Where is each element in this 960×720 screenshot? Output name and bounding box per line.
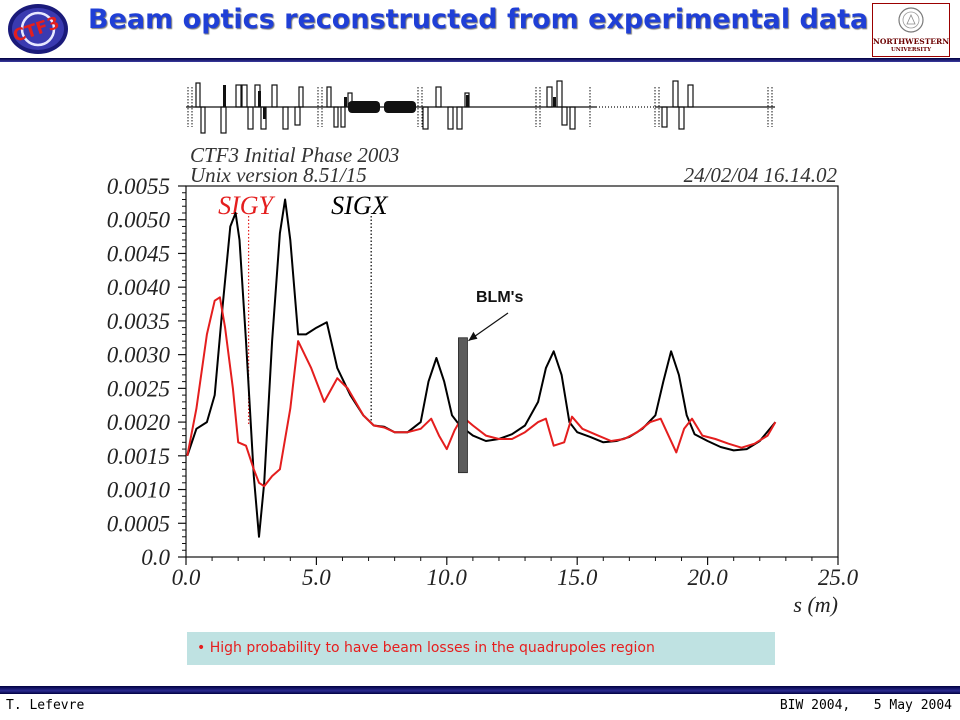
y-tick-label: 0.0005 — [107, 511, 170, 536]
accelerating-structure — [348, 101, 380, 113]
marker-label-sigy: SIGY — [218, 191, 275, 220]
title-divider — [0, 58, 960, 62]
ctf3-logo-graphic: CTF3 — [8, 4, 68, 54]
footer-divider — [0, 686, 960, 694]
focusing-quadrupole — [546, 86, 553, 108]
chart-header-line2: Unix version 8.51/15 — [190, 163, 367, 187]
beamline-lattice-diagram — [186, 80, 775, 134]
dipole-element — [263, 107, 266, 119]
footer-event: BIW 2004, 5 May 2004 — [779, 698, 952, 713]
accelerating-structure — [384, 101, 416, 113]
dipole-element — [258, 91, 261, 107]
footer-author: T. Lefevre — [6, 698, 85, 713]
y-tick-label: 0.0035 — [107, 309, 170, 334]
university-wordmark: UNIVERSITY — [891, 47, 931, 53]
x-tick-label: 0.0 — [172, 565, 201, 590]
x-tick-label: 20.0 — [687, 565, 728, 590]
defocusing-quadrupole — [333, 106, 339, 128]
y-tick-label: 0.0015 — [107, 444, 170, 469]
ctf3-logo: CTF3 — [6, 2, 70, 56]
blm-annotation: BLM's — [458, 289, 523, 474]
defocusing-quadrupole — [678, 106, 685, 130]
y-tick-label: 0.0040 — [107, 275, 171, 300]
beam-optics-chart: CTF3 Initial Phase 2003 Unix version 8.5… — [107, 80, 859, 617]
bullet-text: • High probability to have beam losses i… — [197, 640, 655, 656]
focusing-quadrupole — [672, 80, 679, 108]
chart-header-line1: CTF3 Initial Phase 2003 — [190, 143, 399, 167]
focusing-quadrupole — [241, 84, 248, 108]
y-tick-label: 0.0020 — [107, 410, 171, 435]
y-tick-label: 0.0030 — [107, 343, 171, 368]
y-tick-label: 0.0025 — [107, 376, 170, 401]
defocusing-quadrupole — [447, 106, 454, 130]
y-tick-label: 0.0055 — [107, 174, 170, 199]
dipole-element — [344, 97, 347, 107]
defocusing-quadrupole — [220, 106, 227, 134]
focusing-quadrupole — [235, 84, 242, 108]
defocusing-quadrupole — [294, 106, 301, 126]
chart-timestamp: 24/02/04 16.14.02 — [684, 163, 838, 187]
defocusing-quadrupole — [569, 106, 576, 130]
blm-marker-bar — [458, 337, 468, 474]
slide-title: Beam optics reconstructed from experimen… — [88, 4, 869, 35]
y-tick-label: 0.0010 — [107, 478, 171, 503]
focusing-quadrupole — [195, 82, 201, 108]
defocusing-quadrupole — [422, 106, 429, 130]
defocusing-quadrupole — [561, 106, 568, 126]
chart-axes: 0.0 0.0005 0.0010 0.0015 0.0020 0.0025 0.0030 0… — [107, 174, 859, 590]
focusing-quadrupole — [271, 84, 278, 108]
x-tick-label: 25.0 — [818, 565, 859, 590]
chart-series — [186, 198, 777, 538]
focusing-quadrupole — [435, 86, 442, 108]
bullet-box: • High probability to have beam losses i… — [187, 632, 775, 665]
defocusing-quadrupole — [456, 106, 463, 130]
defocusing-quadrupole — [661, 106, 668, 128]
x-tick-label: 10.0 — [427, 565, 468, 590]
dipole-element — [553, 97, 556, 107]
y-tick-label: 0.0045 — [107, 241, 170, 266]
x-tick-label: 15.0 — [557, 565, 598, 590]
focusing-quadrupole — [298, 86, 304, 108]
series-line-sigy — [186, 296, 777, 488]
y-tick-label: 0.0 — [141, 545, 170, 570]
defocusing-quadrupole — [247, 106, 254, 130]
northwestern-logo: NORTHWESTERN UNIVERSITY — [872, 3, 950, 57]
northwestern-wordmark: NORTHWESTERN — [873, 37, 950, 46]
blm-arrow-head — [468, 331, 478, 341]
y-tick-label: 0.0050 — [107, 208, 171, 233]
focusing-quadrupole — [687, 84, 694, 108]
x-tick-label: 5.0 — [302, 565, 331, 590]
defocusing-quadrupole — [340, 106, 346, 128]
blm-label: BLM's — [476, 289, 523, 306]
series-line-sigx — [186, 198, 777, 538]
plot-frame — [185, 185, 839, 558]
x-axis-label: s (m) — [793, 592, 838, 617]
defocusing-quadrupole — [200, 106, 206, 134]
focusing-quadrupole — [326, 86, 332, 108]
dipole-element — [466, 95, 469, 107]
focusing-quadrupole — [556, 80, 563, 108]
marker-lines: SIGY SIGX — [218, 191, 389, 425]
northwestern-seal-icon — [898, 7, 924, 33]
defocusing-quadrupole — [282, 106, 289, 130]
dipole-element — [223, 85, 226, 107]
marker-label-sigx: SIGX — [331, 191, 388, 220]
